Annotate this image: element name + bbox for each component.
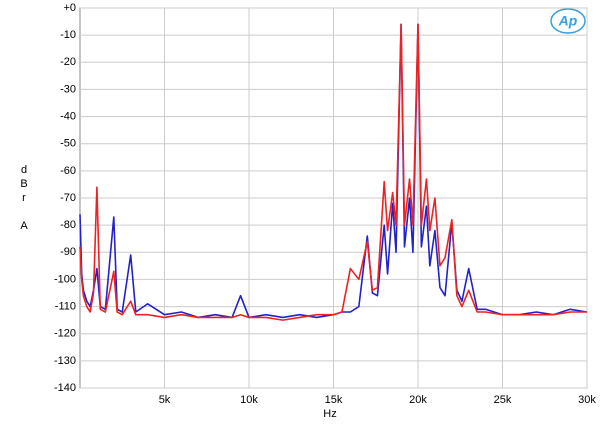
logo: Ap xyxy=(558,13,578,29)
y-tick-label: -90 xyxy=(60,246,76,258)
spectrum-line xyxy=(79,23,587,321)
x-tick-label: 20k xyxy=(409,394,427,406)
y-axis-label: r xyxy=(22,192,26,204)
y-tick-label: -120 xyxy=(54,328,76,340)
x-tick-label: 5k xyxy=(159,394,171,406)
y-tick-label: -130 xyxy=(54,355,76,367)
x-tick-label: 15k xyxy=(325,394,343,406)
logo-ring xyxy=(550,8,586,34)
y-tick-label: -80 xyxy=(60,219,76,231)
x-tick-label: 30k xyxy=(578,394,596,406)
x-axis-label: Hz xyxy=(323,408,336,420)
x-tick-label: 10k xyxy=(240,394,258,406)
y-tick-label: +0 xyxy=(63,2,76,14)
y-tick-label: -50 xyxy=(60,138,76,150)
y-tick-label: -110 xyxy=(55,300,76,312)
y-tick-label: -140 xyxy=(54,382,76,394)
y-tick-label: -40 xyxy=(60,110,76,122)
x-tick-label: 25k xyxy=(494,394,512,406)
y-axis-label: A xyxy=(20,220,28,232)
y-tick-label: -70 xyxy=(60,192,76,204)
y-axis-label: B xyxy=(20,178,27,190)
y-axis-label: d xyxy=(21,164,27,176)
y-tick-label: -20 xyxy=(60,56,76,68)
y-tick-label: -30 xyxy=(60,83,76,95)
y-tick-label: -10 xyxy=(60,29,76,41)
spectrum-line xyxy=(79,23,588,319)
y-tick-label: -60 xyxy=(60,165,76,177)
y-tick-label: -100 xyxy=(54,273,76,285)
